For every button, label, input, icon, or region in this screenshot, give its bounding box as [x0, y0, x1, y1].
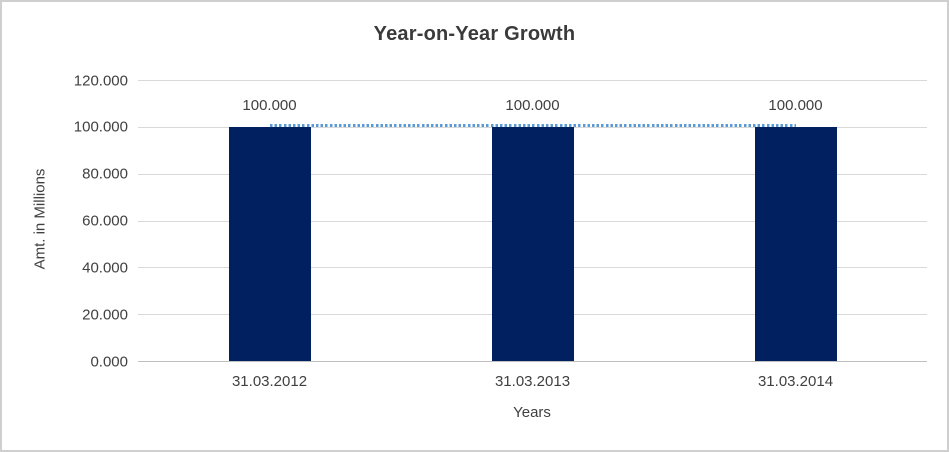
y-axis-tick-label: 0.000 — [90, 353, 128, 370]
y-axis-tick-label: 80.000 — [82, 165, 128, 183]
y-axis-tick-label: 100.000 — [73, 118, 128, 136]
bar-31.03.2013 — [491, 126, 574, 361]
x-axis-tick-label: 31.03.2013 — [494, 373, 571, 390]
y-axis-tick-label: 20.000 — [82, 306, 128, 324]
chart-title: Year-on-Year Growth — [373, 23, 576, 45]
data-label: 100.000 — [768, 96, 823, 114]
y-axis-tick-label: 120.000 — [73, 72, 128, 89]
gridline — [138, 80, 927, 81]
y-axis-tick-label: 40.000 — [82, 259, 128, 277]
bar-31.03.2014 — [754, 126, 837, 361]
x-axis-title: Years — [513, 404, 551, 421]
data-label: 100.000 — [242, 96, 297, 114]
x-axis-tick-label: 31.03.2012 — [231, 373, 308, 390]
x-axis-tick-label: 31.03.2014 — [757, 373, 834, 390]
data-label: 100.000 — [505, 96, 560, 114]
trendline-dotted — [269, 124, 796, 127]
x-axis-line — [138, 361, 927, 362]
bar-31.03.2012 — [228, 126, 311, 361]
y-axis-tick-label: 60.000 — [82, 212, 128, 230]
